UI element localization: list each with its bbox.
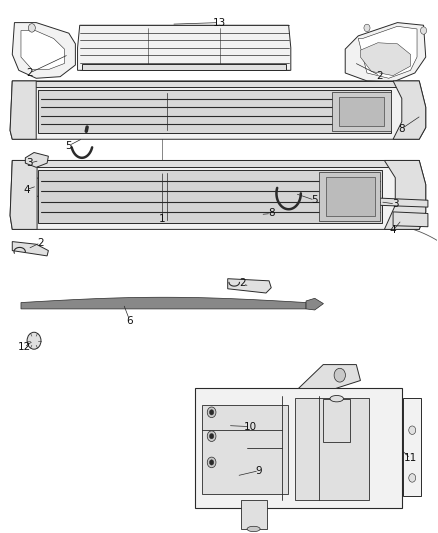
Text: 4: 4 (390, 225, 396, 236)
Polygon shape (10, 81, 36, 139)
Circle shape (207, 457, 216, 468)
Circle shape (334, 368, 346, 382)
Text: 3: 3 (392, 199, 399, 209)
Polygon shape (12, 160, 419, 167)
Circle shape (209, 410, 214, 415)
Circle shape (207, 407, 216, 418)
Polygon shape (385, 160, 426, 229)
Polygon shape (360, 43, 410, 76)
Bar (295, 398, 369, 500)
Polygon shape (345, 22, 426, 82)
Polygon shape (78, 25, 291, 70)
Polygon shape (10, 160, 37, 229)
Circle shape (409, 426, 416, 434)
Circle shape (207, 431, 216, 441)
Text: 5: 5 (311, 195, 318, 205)
Polygon shape (12, 241, 48, 256)
Polygon shape (10, 160, 426, 229)
Ellipse shape (247, 526, 260, 531)
Polygon shape (306, 298, 323, 310)
Text: 5: 5 (66, 141, 72, 151)
Polygon shape (12, 81, 419, 87)
Polygon shape (21, 297, 306, 309)
Polygon shape (325, 177, 375, 216)
Text: 12: 12 (18, 342, 31, 352)
Polygon shape (10, 81, 426, 139)
Text: 13: 13 (212, 18, 226, 28)
Polygon shape (339, 97, 385, 126)
Text: 2: 2 (37, 238, 44, 248)
Polygon shape (298, 365, 360, 389)
Bar (240, 500, 267, 529)
Polygon shape (332, 92, 391, 131)
Text: 6: 6 (127, 316, 133, 326)
Circle shape (27, 332, 41, 349)
Circle shape (420, 27, 427, 34)
Circle shape (209, 460, 214, 465)
Polygon shape (393, 212, 428, 227)
Text: 8: 8 (399, 124, 405, 134)
Text: 4: 4 (23, 184, 30, 195)
Polygon shape (228, 279, 271, 293)
Bar (323, 399, 350, 442)
Polygon shape (343, 197, 428, 207)
Polygon shape (14, 175, 50, 198)
Polygon shape (39, 91, 391, 133)
Circle shape (209, 433, 214, 439)
Circle shape (364, 24, 370, 31)
Ellipse shape (330, 395, 343, 402)
Polygon shape (39, 170, 382, 223)
Text: 9: 9 (256, 466, 262, 475)
Bar (201, 405, 288, 495)
Text: 1: 1 (159, 214, 166, 224)
Text: 2: 2 (377, 70, 383, 80)
Text: 3: 3 (26, 158, 33, 168)
Circle shape (409, 474, 416, 482)
Bar (195, 389, 402, 508)
Text: 2: 2 (240, 278, 246, 288)
Polygon shape (25, 152, 48, 167)
Text: 2: 2 (26, 68, 33, 78)
Text: 11: 11 (404, 454, 417, 463)
Text: 8: 8 (268, 208, 275, 219)
Polygon shape (403, 398, 421, 496)
Polygon shape (82, 64, 286, 70)
Circle shape (28, 23, 35, 32)
Polygon shape (393, 81, 426, 139)
Text: 10: 10 (244, 422, 257, 432)
Polygon shape (12, 22, 75, 78)
Polygon shape (21, 30, 64, 69)
Polygon shape (319, 172, 380, 221)
Polygon shape (358, 26, 417, 78)
